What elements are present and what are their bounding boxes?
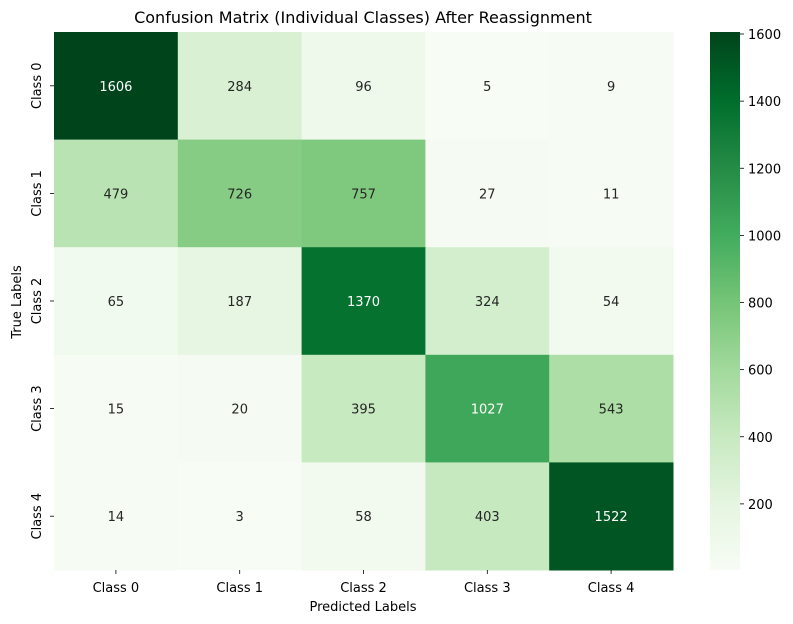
cell-value-label: 395: [351, 403, 376, 418]
x-tick-label: Class 2: [340, 581, 387, 596]
y-axis-label: True Labels: [10, 265, 25, 340]
cell-value-label: 3: [236, 510, 244, 525]
heatmap-cell: [549, 139, 674, 248]
cell-value-label: 58: [355, 510, 372, 525]
x-axis-label: Predicted Labels: [309, 600, 416, 615]
y-tick-label: Class 0: [30, 62, 45, 109]
heatmap-cell: [301, 247, 426, 356]
y-tick-label: Class 4: [30, 493, 45, 540]
heatmap-cell: [177, 462, 303, 571]
cell-value-label: 543: [599, 403, 624, 418]
y-axis-ticks: Class 0 Class 1 Class 2 Class 3 Class 4: [30, 62, 54, 540]
cell-value-label: 757: [351, 187, 376, 202]
heatmap-cell: [54, 139, 179, 248]
heatmap-cell: [425, 247, 550, 356]
colorbar-ticks: 200 400 600 800 1000 1200 1400 1600: [740, 28, 781, 513]
heatmap-cell: [301, 139, 426, 248]
heatmap-cell: [54, 32, 179, 141]
cell-value-label: 65: [108, 295, 125, 310]
x-axis-ticks: Class 0 Class 1 Class 2 Class 3 Class 4: [93, 570, 635, 596]
heatmap-cell: [177, 247, 303, 356]
cell-value-label: 1027: [471, 403, 504, 418]
heatmap-cell: [425, 32, 550, 141]
heatmap-cells: 1606 284 96 5 9 479 726 757 27 11 65 187 1370 324 54 15…: [54, 32, 674, 571]
heatmap-cell: [549, 32, 674, 141]
cell-value-label: 14: [108, 510, 125, 525]
colorbar-tick-label: 800: [748, 297, 773, 312]
cell-value-label: 20: [231, 403, 248, 418]
cell-value-label: 187: [227, 295, 252, 310]
x-tick-label: Class 3: [464, 581, 511, 596]
cell-value-label: 54: [603, 295, 620, 310]
heatmap-cell: [301, 354, 426, 463]
y-tick-label: Class 2: [30, 278, 45, 325]
cell-value-label: 403: [475, 510, 500, 525]
colorbar-tick-label: 1400: [748, 95, 781, 110]
colorbar-tick-label: 1600: [748, 28, 781, 43]
x-tick-label: Class 4: [588, 581, 635, 596]
colorbar-tick-label: 1200: [748, 162, 781, 177]
heatmap-cell: [549, 247, 674, 356]
heatmap-cell: [177, 354, 303, 463]
cell-value-label: 96: [355, 80, 372, 95]
cell-value-label: 27: [479, 187, 496, 202]
cell-value-label: 1370: [347, 295, 380, 310]
heatmap-cell: [425, 462, 550, 571]
heatmap-cell: [301, 462, 426, 571]
colorbar-tick-label: 400: [748, 431, 773, 446]
heatmap-cell: [425, 139, 550, 248]
chart-title: Confusion Matrix (Individual Classes) Af…: [134, 8, 592, 27]
y-tick-label: Class 3: [30, 385, 45, 432]
cell-value-label: 479: [103, 187, 128, 202]
heatmap-cell: [177, 32, 303, 141]
cell-value-label: 1522: [595, 510, 628, 525]
colorbar: [710, 32, 740, 570]
cell-value-label: 1606: [99, 80, 132, 95]
colorbar-tick-label: 600: [748, 364, 773, 379]
heatmap-cell: [54, 354, 179, 463]
heatmap-cell: [549, 462, 674, 571]
colorbar-tick-label: 1000: [748, 229, 781, 244]
heatmap-cell: [54, 462, 179, 571]
cell-value-label: 5: [483, 80, 491, 95]
colorbar-tick-label: 200: [748, 498, 773, 513]
cell-value-label: 9: [607, 80, 615, 95]
heatmap-cell: [177, 139, 303, 248]
y-tick-label: Class 1: [30, 170, 45, 217]
heatmap-cell: [549, 354, 674, 463]
cell-value-label: 284: [227, 80, 252, 95]
cell-value-label: 15: [108, 403, 125, 418]
heatmap-cell: [301, 32, 426, 141]
heatmap-cell: [425, 354, 550, 463]
x-tick-label: Class 1: [216, 581, 263, 596]
x-tick-label: Class 0: [93, 581, 140, 596]
cell-value-label: 726: [227, 187, 252, 202]
cell-value-label: 11: [603, 187, 620, 202]
cell-value-label: 324: [475, 295, 500, 310]
heatmap-cell: [54, 247, 179, 356]
